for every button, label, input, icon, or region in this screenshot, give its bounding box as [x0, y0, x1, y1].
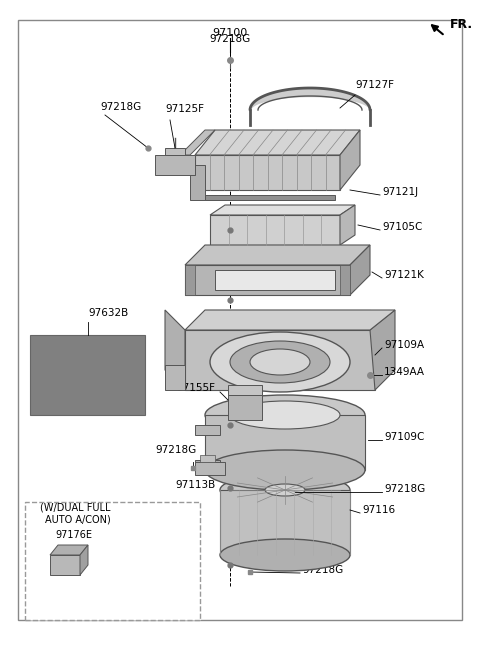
Polygon shape [205, 195, 335, 200]
Polygon shape [228, 385, 262, 395]
Text: (W/DUAL FULL: (W/DUAL FULL [40, 503, 110, 513]
Polygon shape [350, 245, 370, 295]
Ellipse shape [220, 474, 350, 506]
Polygon shape [195, 155, 340, 190]
Polygon shape [195, 130, 360, 155]
Text: 97116: 97116 [362, 505, 395, 515]
Polygon shape [215, 270, 335, 290]
Polygon shape [370, 310, 395, 390]
Polygon shape [165, 148, 185, 155]
Text: 97109A: 97109A [384, 340, 424, 350]
Text: 97127F: 97127F [355, 80, 394, 90]
Bar [25, 502, 200, 620]
Polygon shape [228, 395, 262, 420]
Text: 97218G: 97218G [100, 102, 141, 112]
Text: 97113B: 97113B [175, 480, 215, 490]
Polygon shape [195, 460, 220, 470]
Polygon shape [210, 205, 355, 215]
Polygon shape [190, 165, 205, 200]
Polygon shape [185, 310, 395, 330]
Ellipse shape [205, 450, 365, 490]
Polygon shape [80, 545, 88, 575]
Polygon shape [185, 310, 370, 330]
Polygon shape [50, 545, 88, 555]
Polygon shape [340, 265, 350, 295]
Ellipse shape [230, 341, 330, 383]
Text: 97121J: 97121J [382, 187, 418, 197]
Polygon shape [185, 265, 195, 295]
Polygon shape [180, 130, 215, 155]
Polygon shape [185, 245, 370, 265]
Polygon shape [165, 310, 185, 390]
Polygon shape [210, 215, 340, 245]
Ellipse shape [210, 332, 350, 392]
Polygon shape [205, 415, 365, 470]
Polygon shape [50, 555, 80, 575]
Text: 97632B: 97632B [88, 308, 128, 318]
Text: FR.: FR. [450, 18, 473, 31]
Ellipse shape [230, 401, 340, 429]
Text: 97105C: 97105C [382, 222, 422, 232]
Text: 97218G: 97218G [302, 565, 343, 575]
Ellipse shape [220, 539, 350, 571]
Text: AUTO A/CON): AUTO A/CON) [45, 515, 111, 525]
Polygon shape [200, 455, 215, 462]
Text: 97100: 97100 [212, 28, 248, 38]
Polygon shape [30, 335, 145, 415]
Polygon shape [185, 330, 375, 390]
Polygon shape [220, 490, 350, 555]
Text: 97218G: 97218G [384, 484, 425, 494]
Ellipse shape [265, 484, 305, 496]
Text: 97218G: 97218G [155, 445, 196, 455]
Ellipse shape [250, 349, 310, 375]
Text: 1349AA: 1349AA [384, 367, 425, 377]
Text: 97125F: 97125F [165, 104, 204, 114]
Polygon shape [165, 365, 185, 390]
Polygon shape [340, 205, 355, 245]
Text: 97109C: 97109C [384, 432, 424, 442]
Polygon shape [340, 130, 360, 190]
Text: 97121K: 97121K [384, 270, 424, 280]
Text: 97218G: 97218G [209, 34, 251, 44]
Ellipse shape [205, 395, 365, 435]
Polygon shape [195, 462, 225, 475]
Polygon shape [185, 265, 350, 295]
Polygon shape [155, 155, 195, 175]
Text: 97155F: 97155F [176, 383, 215, 393]
Polygon shape [195, 425, 220, 435]
Text: 97176E: 97176E [55, 530, 92, 540]
